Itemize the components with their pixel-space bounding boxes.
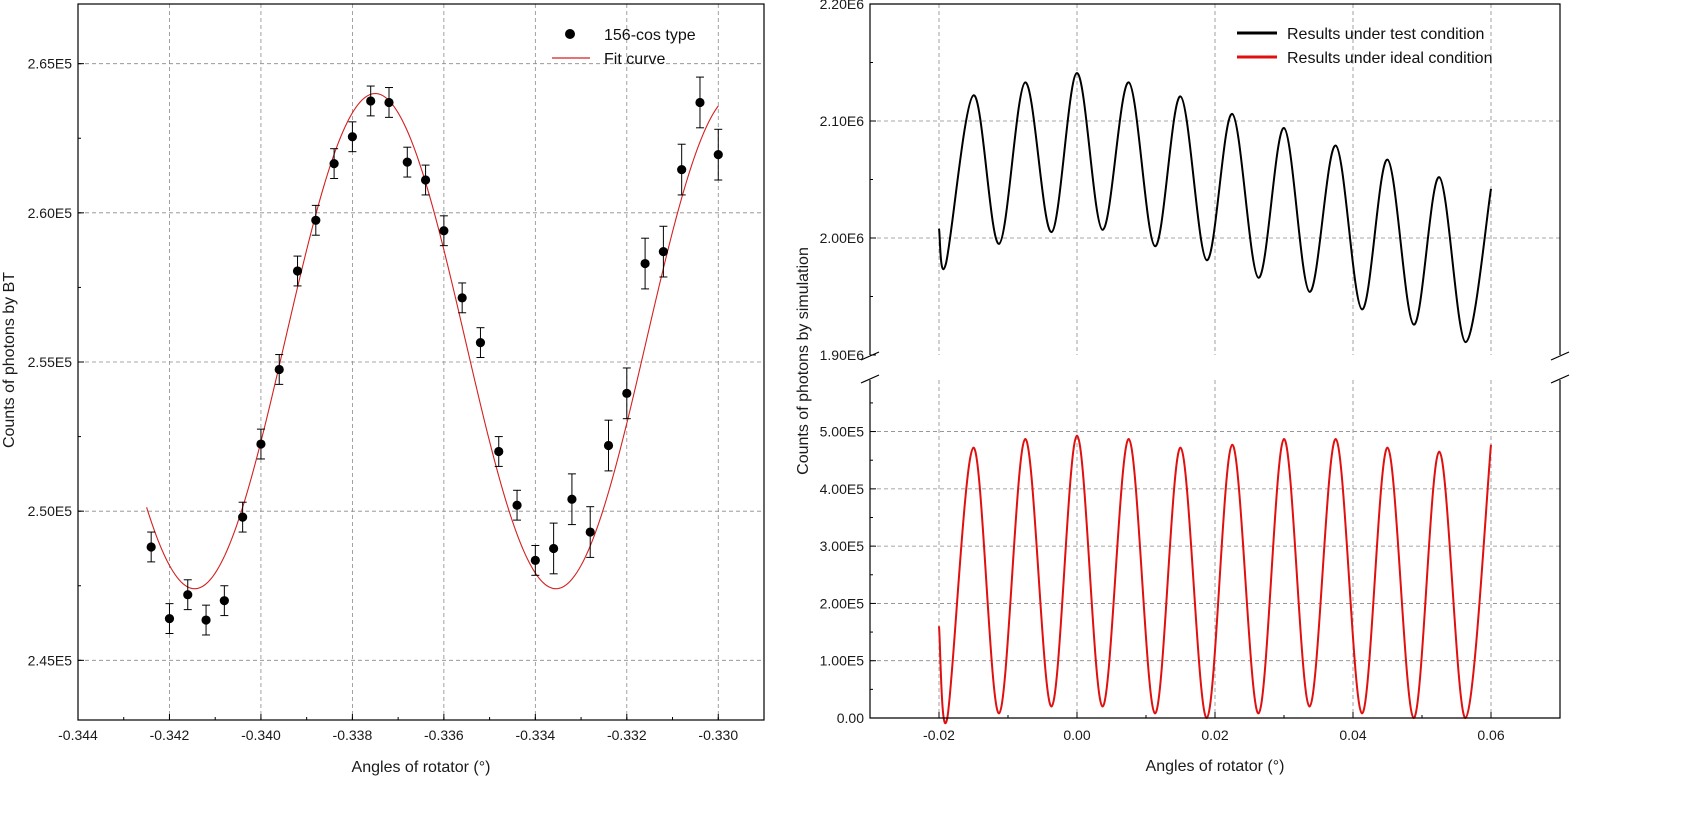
right-y-tick-label-lower: 0.00 bbox=[837, 710, 864, 726]
left-y-tick-label: 2.65E5 bbox=[28, 56, 73, 72]
left-chart: -0.344 -0.342 -0.340 -0.338 -0.336 -0.334 -0.3… bbox=[1, 3, 765, 776]
right-y-tick-label-upper: 2.10E6 bbox=[820, 113, 865, 129]
axis-break-mark bbox=[860, 351, 880, 361]
data-point bbox=[457, 293, 467, 303]
left-data-points-layer bbox=[146, 76, 723, 636]
fit-curve bbox=[146, 92, 719, 590]
right-y-tick-label-lower: 5.00E5 bbox=[820, 424, 865, 440]
data-point bbox=[549, 543, 559, 554]
left-x-tick-label: -0.332 bbox=[607, 727, 647, 743]
data-point bbox=[238, 512, 248, 522]
series-line-test bbox=[938, 72, 1492, 344]
left-y-tick-label: 2.55E5 bbox=[28, 354, 73, 370]
right-x-tick-label: 0.00 bbox=[1063, 727, 1090, 743]
right-y-tick-label-lower: 2.00E5 bbox=[820, 595, 865, 611]
right-chart: -0.02 0.00 0.02 0.04 0.06 1.90E6 2.00E6 2.10E6 2… bbox=[795, 0, 1570, 775]
left-ticks: -0.344 -0.342 -0.340 -0.338 -0.336 -0.334 -0.3… bbox=[28, 56, 765, 743]
axis-break-mark bbox=[1550, 351, 1570, 361]
data-point bbox=[201, 615, 211, 625]
data-point bbox=[384, 97, 394, 108]
data-point bbox=[530, 555, 540, 565]
left-x-tick-label: -0.338 bbox=[333, 727, 373, 743]
left-y-axis-title: Counts of photons by BT bbox=[1, 272, 18, 448]
data-point bbox=[658, 247, 668, 257]
right-legend: Results under test condition Results und… bbox=[1237, 26, 1492, 67]
left-y-tick-label: 2.45E5 bbox=[28, 652, 73, 668]
left-x-tick-label: -0.344 bbox=[58, 727, 98, 743]
data-point bbox=[494, 446, 504, 457]
legend-label-fit: Fit curve bbox=[604, 51, 665, 68]
legend-label-test: Results under test condition bbox=[1287, 26, 1484, 43]
data-point bbox=[219, 596, 229, 606]
legend-label-ideal: Results under ideal condition bbox=[1287, 50, 1492, 67]
axis-break-mark bbox=[860, 374, 880, 384]
data-point bbox=[695, 97, 705, 108]
right-y-tick-label-upper: 2.00E6 bbox=[820, 230, 865, 246]
left-x-tick-label: -0.330 bbox=[698, 727, 738, 743]
data-point bbox=[402, 157, 412, 167]
data-point bbox=[475, 338, 486, 348]
right-x-axis-title: Angles of rotator (°) bbox=[1146, 758, 1285, 775]
right-x-tick-label: 0.06 bbox=[1477, 727, 1504, 743]
right-y-tick-label-upper: 1.90E6 bbox=[820, 347, 865, 363]
left-x-tick-label: -0.336 bbox=[424, 727, 464, 743]
data-point bbox=[439, 226, 449, 236]
data-point bbox=[512, 500, 522, 510]
data-point bbox=[713, 150, 723, 160]
left-grid bbox=[78, 4, 764, 720]
right-y-tick-label-lower: 3.00E5 bbox=[820, 538, 865, 554]
axis-break-mark bbox=[1550, 374, 1570, 384]
left-x-tick-label: -0.342 bbox=[150, 727, 190, 743]
data-point bbox=[640, 258, 650, 269]
left-fit-curve-layer bbox=[146, 92, 719, 590]
data-point bbox=[311, 215, 321, 225]
data-point bbox=[366, 96, 376, 106]
legend-label-measured: 156-cos type bbox=[604, 27, 696, 44]
right-grid bbox=[870, 4, 1560, 718]
series-line-ideal bbox=[938, 434, 1492, 724]
data-point bbox=[420, 175, 431, 185]
left-legend: 156-cos type Fit curve bbox=[552, 27, 696, 68]
left-y-tick-label: 2.50E5 bbox=[28, 503, 73, 519]
data-point bbox=[622, 388, 632, 398]
right-x-tick-label: 0.02 bbox=[1201, 727, 1228, 743]
right-y-tick-label-lower: 1.00E5 bbox=[820, 653, 865, 669]
right-series-layer bbox=[938, 72, 1492, 724]
data-point bbox=[256, 439, 266, 449]
data-point bbox=[183, 590, 193, 600]
data-point bbox=[567, 494, 577, 504]
data-point bbox=[164, 613, 175, 624]
data-point bbox=[329, 159, 339, 169]
left-x-axis-title: Angles of rotator (°) bbox=[352, 759, 491, 776]
left-x-tick-label: -0.334 bbox=[515, 727, 555, 743]
right-y-axis-title: Counts of photons by simulation bbox=[795, 247, 812, 475]
data-point bbox=[146, 542, 156, 552]
data-point bbox=[292, 266, 303, 276]
right-y-tick-label-upper: 2.20E6 bbox=[820, 0, 865, 12]
data-point bbox=[585, 527, 595, 537]
data-point bbox=[677, 164, 687, 175]
legend-marker-measured bbox=[565, 29, 575, 39]
data-point bbox=[274, 364, 284, 375]
right-ticks: -0.02 0.00 0.02 0.04 0.06 1.90E6 2.00E6 2.10E6 2… bbox=[820, 0, 1561, 743]
right-x-tick-label: -0.02 bbox=[923, 727, 955, 743]
data-point bbox=[347, 132, 357, 142]
right-x-tick-label: 0.04 bbox=[1339, 727, 1366, 743]
left-y-tick-label: 2.60E5 bbox=[28, 205, 73, 221]
right-y-tick-label-lower: 4.00E5 bbox=[820, 481, 865, 497]
left-x-tick-label: -0.340 bbox=[241, 727, 281, 743]
data-point bbox=[603, 440, 614, 451]
